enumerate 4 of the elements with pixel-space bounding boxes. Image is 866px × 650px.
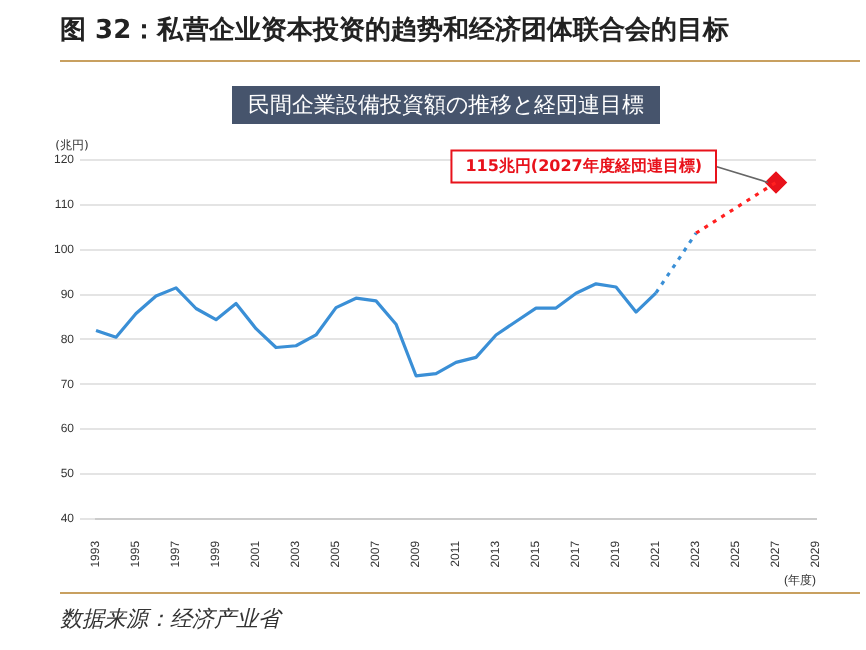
chart-subtitle: 民間企業設備投資額の推移と経団連目標 — [232, 86, 660, 124]
chart-title: 图 32：私营企业资本投资的趋势和经济团体联合会的目标 — [60, 13, 730, 48]
source-note: 数据来源：经济产业省 — [60, 604, 280, 634]
annotation: 115兆円(2027年度経団連目標) — [465, 154, 703, 175]
